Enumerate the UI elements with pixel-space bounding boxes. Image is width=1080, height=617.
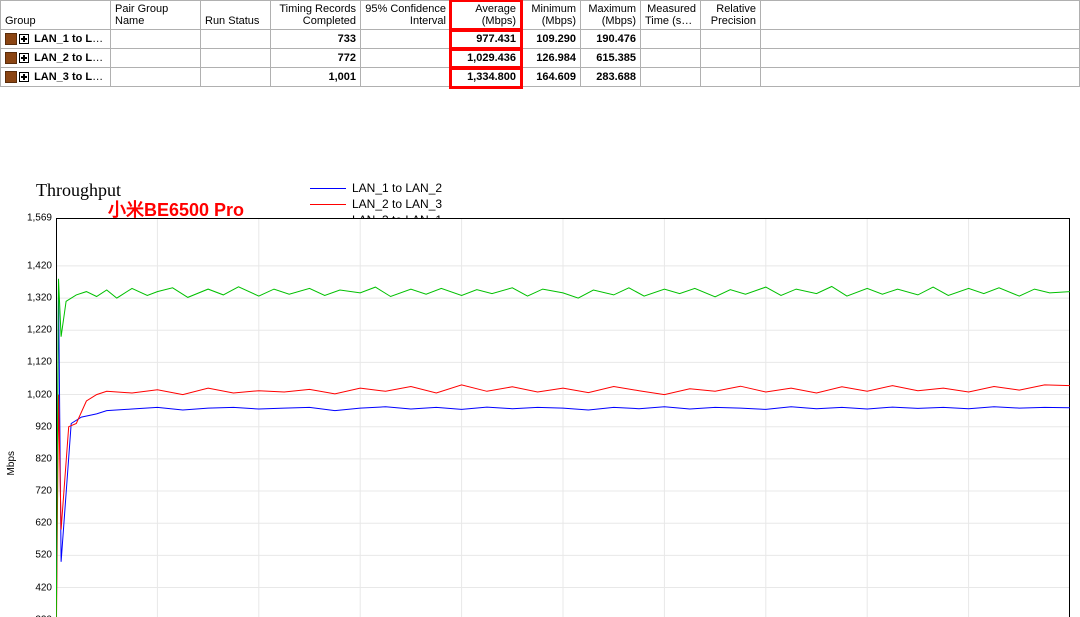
y-axis-unit: Mbps (6, 451, 17, 475)
folder-icon[interactable] (5, 33, 17, 45)
table-cell: 190.476 (581, 30, 641, 49)
legend-swatch (310, 188, 346, 189)
table-cell: 109.290 (521, 30, 581, 49)
col-header[interactable]: Minimum(Mbps) (521, 1, 581, 30)
table-cell-spacer (761, 30, 1080, 49)
y-tick-label: 1,420 (24, 260, 52, 271)
col-header[interactable]: Average(Mbps) (451, 1, 521, 30)
table-cell: 164.609 (521, 68, 581, 87)
table-cell (361, 68, 451, 87)
legend-label: LAN_1 to LAN_2 (352, 181, 442, 195)
table-cell: 1,029.436 (451, 49, 521, 68)
y-tick-label: 1,220 (24, 325, 52, 336)
table-cell: 126.984 (521, 49, 581, 68)
table-cell-spacer (761, 68, 1080, 87)
table-cell: 977.431 (451, 30, 521, 49)
col-header[interactable]: Run Status (201, 1, 271, 30)
expand-icon[interactable] (19, 34, 29, 44)
table-cell (111, 30, 201, 49)
legend-item[interactable]: LAN_1 to LAN_2 (310, 180, 442, 196)
table-cell (701, 49, 761, 68)
y-tick-label: 620 (24, 518, 52, 529)
col-header[interactable]: MeasuredTime (sec) (641, 1, 701, 30)
table-cell (111, 68, 201, 87)
table-cell-spacer (761, 49, 1080, 68)
table-row[interactable]: LAN_2 to LAN_3 772 1,029.436126.984615.385 (1, 49, 1080, 68)
expand-icon[interactable] (19, 53, 29, 63)
expand-icon[interactable] (19, 72, 29, 82)
results-table: GroupPair GroupNameRun StatusTiming Reco… (0, 0, 1080, 87)
col-header[interactable]: Timing RecordsCompleted (271, 1, 361, 30)
table-cell: 1,001 (271, 68, 361, 87)
table-cell (201, 49, 271, 68)
table-row[interactable]: LAN_1 to LAN_2 733 977.431109.290190.476 (1, 30, 1080, 49)
table-cell (641, 49, 701, 68)
table-cell (641, 30, 701, 49)
legend-swatch (310, 204, 346, 205)
col-header[interactable]: 95% ConfidenceInterval (361, 1, 451, 30)
table-cell (641, 68, 701, 87)
table-cell: 772 (271, 49, 361, 68)
y-tick-label: 820 (24, 453, 52, 464)
folder-icon[interactable] (5, 52, 17, 64)
col-header[interactable]: Maximum(Mbps) (581, 1, 641, 30)
folder-icon[interactable] (5, 71, 17, 83)
col-header[interactable]: Pair GroupName (111, 1, 201, 30)
table-cell (701, 68, 761, 87)
y-tick-label: 1,320 (24, 293, 52, 304)
table-cell (361, 49, 451, 68)
chart-plot-area (56, 218, 1070, 617)
table-body: LAN_1 to LAN_2 733 977.431109.290190.476 L… (1, 30, 1080, 87)
table-cell (201, 68, 271, 87)
y-tick-label: 420 (24, 582, 52, 593)
table-cell: 615.385 (581, 49, 641, 68)
table-cell: 1,334.800 (451, 68, 521, 87)
col-header[interactable]: Group (1, 1, 111, 30)
col-header-spacer (761, 1, 1080, 30)
table-header-row: GroupPair GroupNameRun StatusTiming Reco… (1, 1, 1080, 30)
table-cell (361, 30, 451, 49)
y-tick-label: 520 (24, 550, 52, 561)
legend-label: LAN_2 to LAN_3 (352, 197, 442, 211)
table-cell: 283.688 (581, 68, 641, 87)
table-cell (201, 30, 271, 49)
table-row[interactable]: LAN_3 to LAN_1 1,001 1,334.800164.609283.6… (1, 68, 1080, 87)
legend-item[interactable]: LAN_2 to LAN_3 (310, 196, 442, 212)
table-cell (701, 30, 761, 49)
results-table-container: GroupPair GroupNameRun StatusTiming Reco… (0, 0, 1080, 87)
col-header[interactable]: RelativePrecision (701, 1, 761, 30)
y-tick-label: 720 (24, 486, 52, 497)
y-tick-label: 1,569 (24, 213, 52, 224)
y-tick-label: 1,120 (24, 357, 52, 368)
table-cell: LAN_3 to LAN_1 (1, 68, 111, 87)
table-cell: 733 (271, 30, 361, 49)
table-cell: LAN_1 to LAN_2 (1, 30, 111, 49)
table-cell: LAN_2 to LAN_3 (1, 49, 111, 68)
y-tick-label: 1,020 (24, 389, 52, 400)
table-cell (111, 49, 201, 68)
y-tick-label: 920 (24, 421, 52, 432)
